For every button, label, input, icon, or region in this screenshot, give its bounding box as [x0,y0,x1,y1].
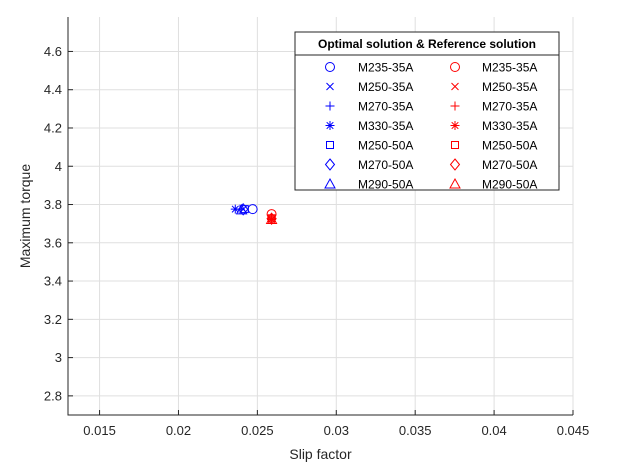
x-tick-label: 0.04 [481,423,506,438]
y-tick-label: 3.4 [44,274,62,289]
legend: Optimal solution & Reference solution M2… [294,31,560,192]
legend-entry-label: M235-35A [358,61,413,75]
axis-lines [67,17,573,416]
data-point-triangle-optimal [235,203,248,215]
legend-entry-label: M250-35A [358,80,413,94]
data-point-diamond-reference [266,212,277,225]
legend-entries: M235-35A M250-35A M270-35A M330-35A M250-50A… [324,61,537,192]
legend-marker-triangle [324,177,336,189]
legend-marker-circle [450,62,460,72]
data-point-asterisk-reference [267,214,277,224]
legend-entry-label: M250-50A [482,139,537,153]
y-tick-label: 3 [55,350,62,365]
legend-marker-triangle [449,177,461,189]
y-tick-label: 2.8 [44,388,62,403]
legend-entry-label: M330-35A [482,119,537,133]
x-tick-label: 0.015 [83,423,116,438]
x-axis-ticks: 0.015 0.02 0.025 0.03 0.035 0.04 0.045 [83,410,589,438]
legend-entry-label: M290-50A [482,178,537,192]
x-tick-label: 0.02 [166,423,191,438]
data-point-triangle-reference [265,213,278,224]
legend-entry-label: M270-50A [482,158,537,172]
legend-marker-asterisk [450,121,460,130]
data-points [230,203,278,225]
legend-marker-asterisk [325,121,335,130]
y-tick-label: 3.2 [44,312,62,327]
y-tick-label: 4.2 [44,120,62,135]
y-tick-label: 4.4 [44,82,62,97]
legend-entry-label: M270-50A [358,158,413,172]
x-tick-label: 0.025 [241,423,274,438]
data-point-asterisk-optimal [230,204,240,214]
x-tick-label: 0.035 [399,423,432,438]
y-axis-label: Maximum torque [17,164,33,268]
y-axis-ticks: 2.8 3 3.2 3.4 3.6 3.8 4 4.2 4.4 4.6 [44,44,73,403]
y-tick-label: 4.6 [44,44,62,59]
axes [67,17,573,416]
x-tick-label: 0.03 [324,423,349,438]
legend-marker-circle [325,62,335,72]
legend-entry-label: M250-50A [358,139,413,153]
legend-box [294,31,560,191]
legend-marker-x [326,82,334,91]
legend-marker-x [451,82,459,91]
legend-entry-label: M235-35A [482,61,537,75]
x-axis-label: Slip factor [289,446,352,462]
legend-title: Optimal solution & Reference solution [318,37,536,51]
legend-marker-diamond [324,158,336,171]
legend-marker-plus [450,101,460,111]
legend-marker-square [326,141,334,149]
legend-entry-label: M270-35A [358,100,413,114]
legend-entry-label: M330-35A [358,119,413,133]
legend-entry-label: M290-50A [358,178,413,192]
y-tick-label: 3.6 [44,235,62,250]
legend-marker-plus [325,101,335,111]
legend-entry-label: M270-35A [482,100,537,114]
x-tick-label: 0.045 [557,423,590,438]
y-tick-label: 3.8 [44,197,62,212]
legend-marker-square [451,141,459,149]
y-tick-label: 4 [55,159,62,174]
legend-entry-label: M250-35A [482,80,537,94]
legend-marker-diamond [449,158,461,171]
